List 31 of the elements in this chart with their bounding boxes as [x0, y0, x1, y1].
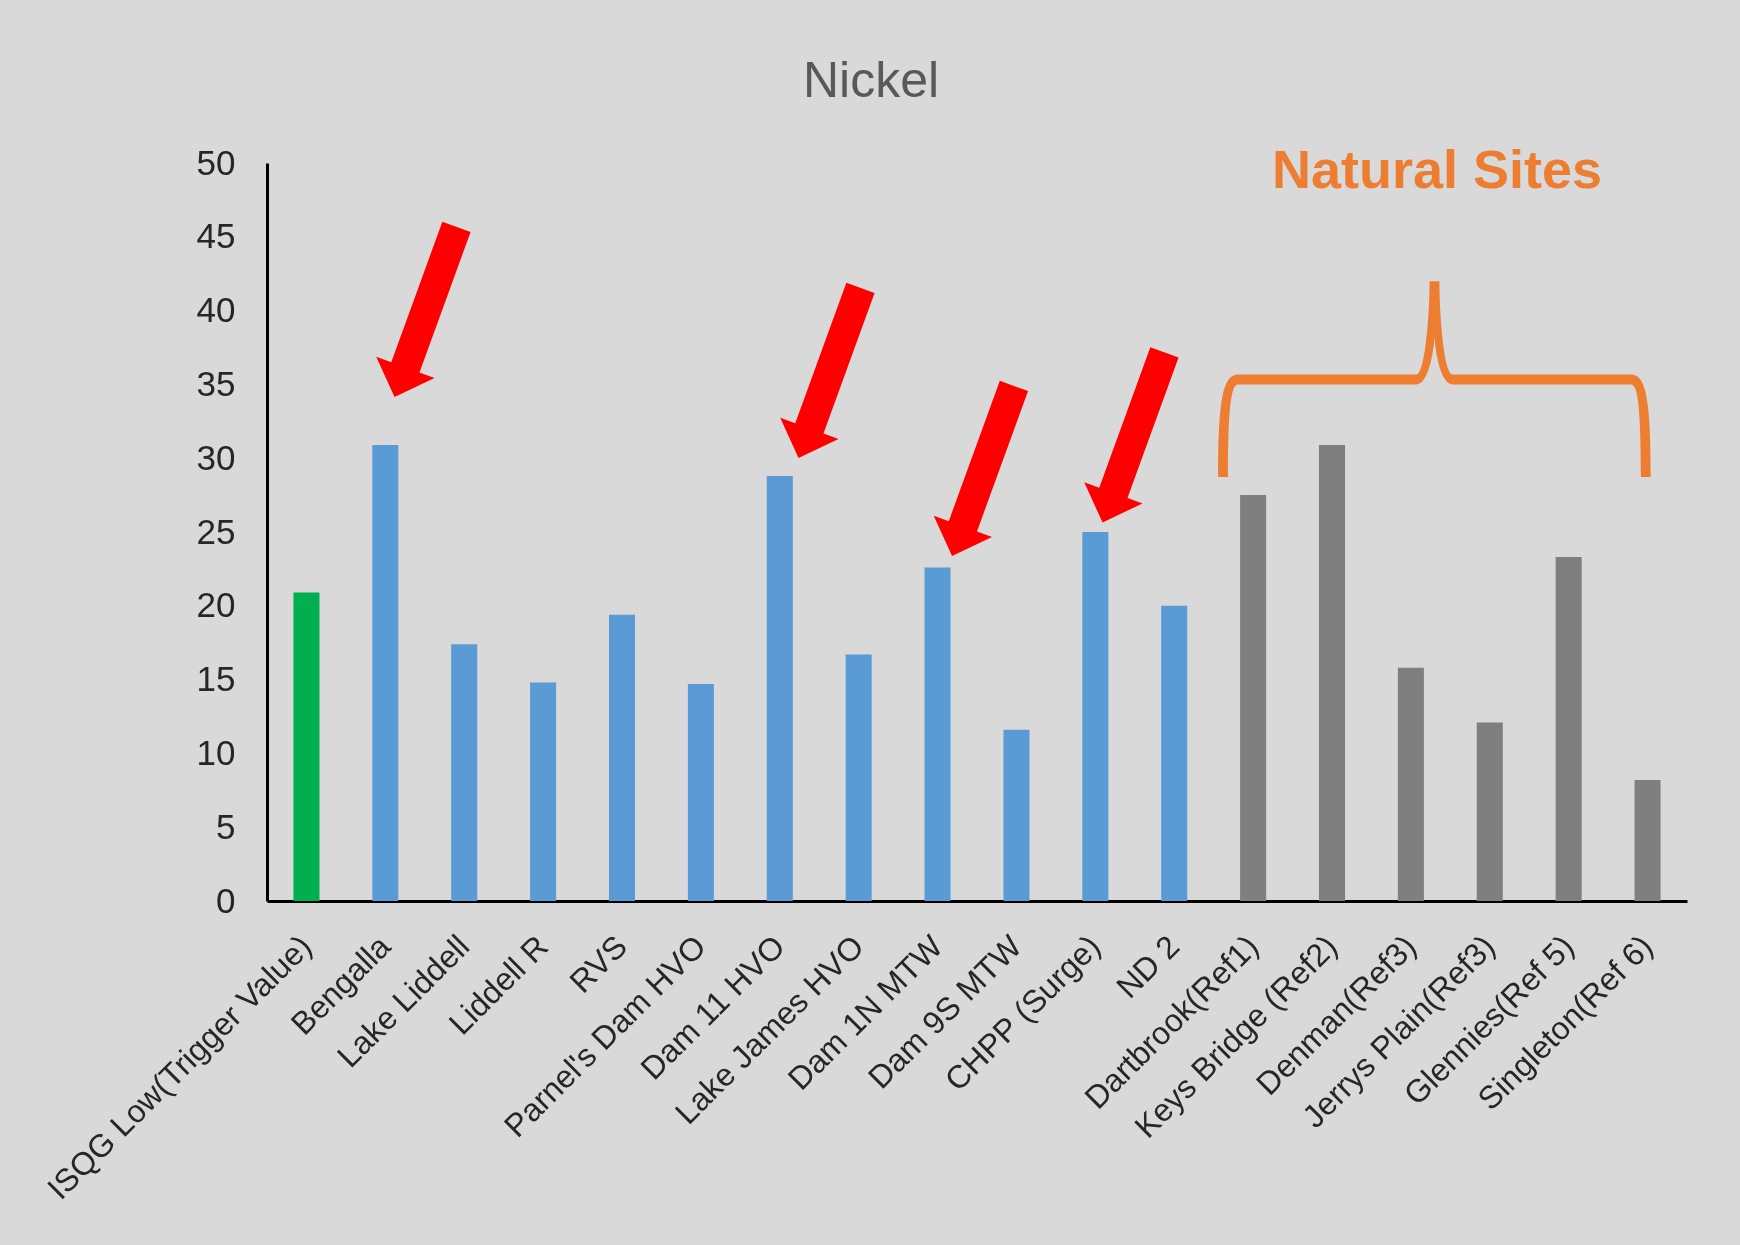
- y-tick-label: 15: [196, 659, 236, 699]
- y-tick-label: 0: [216, 880, 236, 920]
- bar: [1397, 667, 1424, 901]
- y-tick-label: 20: [196, 585, 236, 625]
- bar: [608, 614, 636, 901]
- bar: [1240, 495, 1267, 901]
- y-tick-label: 25: [196, 511, 236, 551]
- bar: [687, 684, 714, 901]
- y-tick-label: 35: [196, 363, 236, 403]
- y-tick-label: 5: [216, 806, 236, 846]
- bar: [1318, 444, 1346, 901]
- y-tick-label: 40: [196, 290, 236, 330]
- bar: [1003, 729, 1030, 901]
- bar: [845, 654, 872, 901]
- bar: [451, 644, 478, 901]
- y-tick-label: 30: [196, 437, 236, 477]
- bar: [1082, 532, 1109, 901]
- bar: [1555, 557, 1582, 901]
- bar: [1161, 605, 1188, 901]
- bar: [924, 567, 951, 901]
- bar: [372, 444, 399, 901]
- bar: [293, 592, 320, 901]
- bar: [1476, 722, 1503, 901]
- y-tick-label: 10: [196, 732, 236, 772]
- bar: [766, 475, 793, 901]
- bar: [530, 682, 557, 901]
- y-tick-label: 50: [196, 142, 236, 182]
- y-tick-label: 45: [196, 216, 236, 256]
- chart-title: Nickel: [802, 52, 940, 108]
- bar: [1634, 779, 1661, 901]
- annotation: Natural Sites: [1271, 139, 1603, 199]
